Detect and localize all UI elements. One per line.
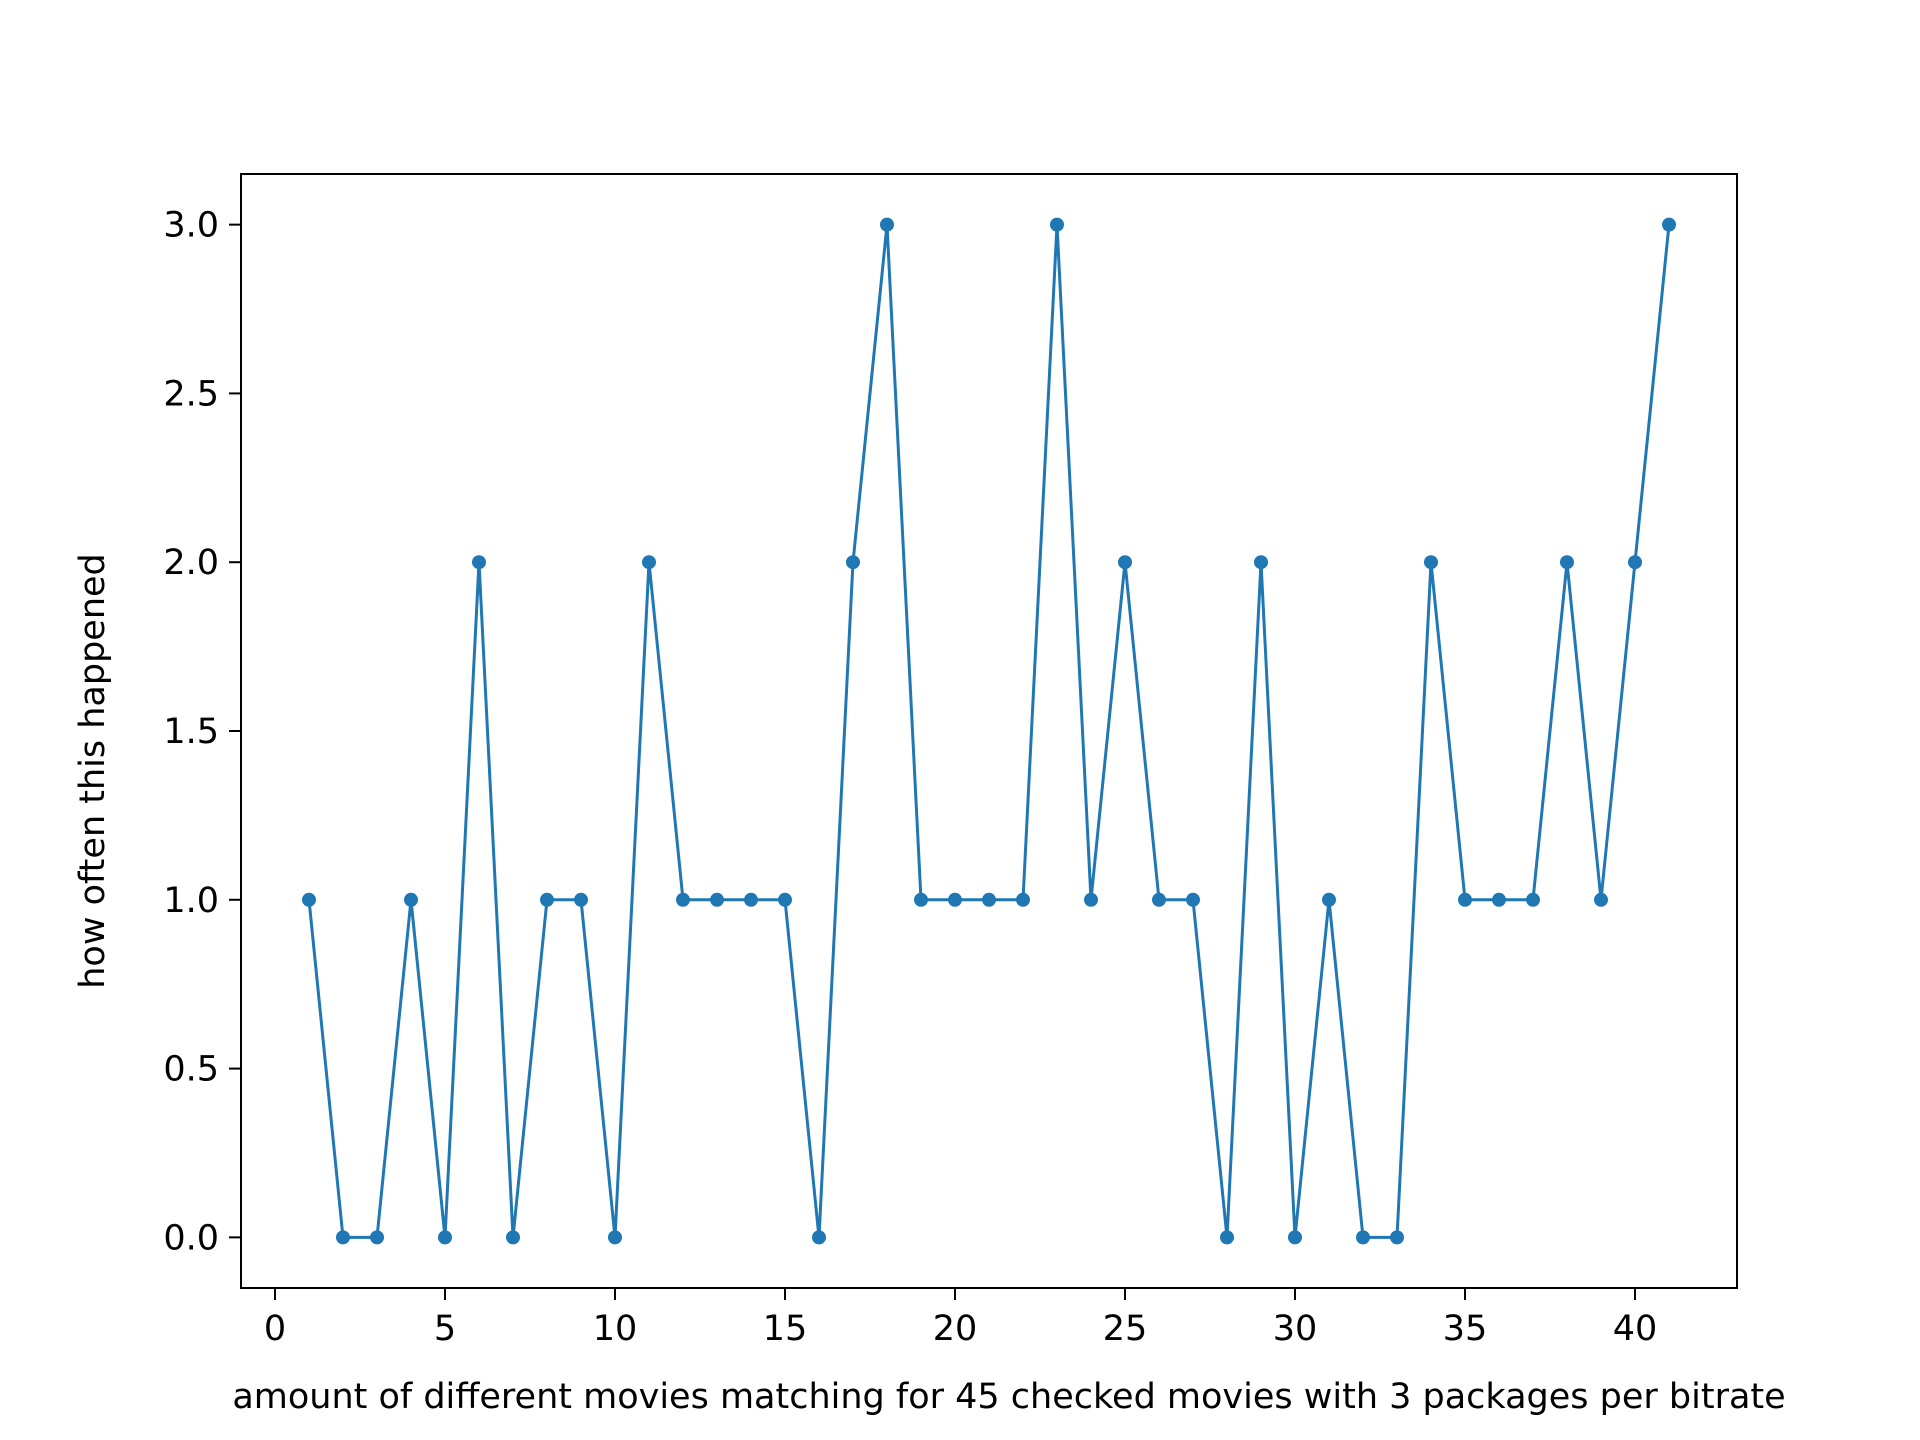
data-point (1288, 1230, 1302, 1245)
data-point (744, 892, 758, 907)
x-axis-label: amount of different movies matching for … (232, 1377, 1785, 1417)
data-point (302, 892, 316, 907)
x-tick-label: 35 (1443, 1309, 1488, 1349)
data-point (1016, 892, 1030, 907)
data-point (1254, 555, 1268, 570)
x-tick-label: 0 (264, 1309, 286, 1349)
x-tick-label: 15 (763, 1309, 808, 1349)
data-point (1050, 217, 1064, 232)
data-point (1662, 217, 1676, 232)
data-point (1220, 1230, 1234, 1245)
data-point (472, 555, 486, 570)
data-point (1084, 892, 1098, 907)
data-point (914, 892, 928, 907)
data-point (1526, 892, 1540, 907)
data-point (1628, 555, 1642, 570)
y-tick-label: 2.0 (163, 543, 219, 583)
data-point (1560, 555, 1574, 570)
data-point (336, 1230, 350, 1245)
y-tick-label: 0.0 (163, 1218, 219, 1258)
y-tick-label: 2.5 (163, 374, 219, 414)
y-tick-label: 3.0 (163, 206, 219, 246)
x-tick-label: 20 (933, 1309, 978, 1349)
y-axis: 0.0 0.5 1.0 1.5 2.0 2.5 3.0 (163, 206, 241, 1258)
data-point (1594, 892, 1608, 907)
data-point (642, 555, 656, 570)
data-point (812, 1230, 826, 1245)
x-axis: 0 5 10 15 20 25 30 35 40 (264, 1288, 1657, 1349)
data-point (982, 892, 996, 907)
x-tick-label: 40 (1613, 1309, 1658, 1349)
data-point (948, 892, 962, 907)
data-point (778, 892, 792, 907)
data-point (540, 892, 554, 907)
data-point (506, 1230, 520, 1245)
data-point (1424, 555, 1438, 570)
data-point (846, 555, 860, 570)
data-point (1186, 892, 1200, 907)
data-point (574, 892, 588, 907)
data-point (1152, 892, 1166, 907)
x-tick-label: 25 (1103, 1309, 1148, 1349)
y-tick-label: 1.0 (163, 881, 219, 921)
data-point (370, 1230, 384, 1245)
plot-area-frame (240, 173, 1738, 1289)
data-point (676, 892, 690, 907)
series-line (307, 223, 1671, 1239)
x-tick-label: 30 (1273, 1309, 1318, 1349)
x-tick-label: 5 (434, 1309, 456, 1349)
data-point (1458, 892, 1472, 907)
data-point (1492, 892, 1506, 907)
data-point (438, 1230, 452, 1245)
data-point (1322, 892, 1336, 907)
data-point (1390, 1230, 1404, 1245)
data-point (1118, 555, 1132, 570)
data-point (710, 892, 724, 907)
data-point (404, 892, 418, 907)
y-tick-label: 1.5 (163, 712, 219, 752)
data-point (880, 217, 894, 232)
y-axis-label: how often this happened (73, 553, 113, 989)
data-point (608, 1230, 622, 1245)
y-tick-label: 0.5 (163, 1050, 219, 1090)
series-layer (302, 217, 1676, 1245)
x-tick-label: 10 (593, 1309, 638, 1349)
data-point (1356, 1230, 1370, 1245)
